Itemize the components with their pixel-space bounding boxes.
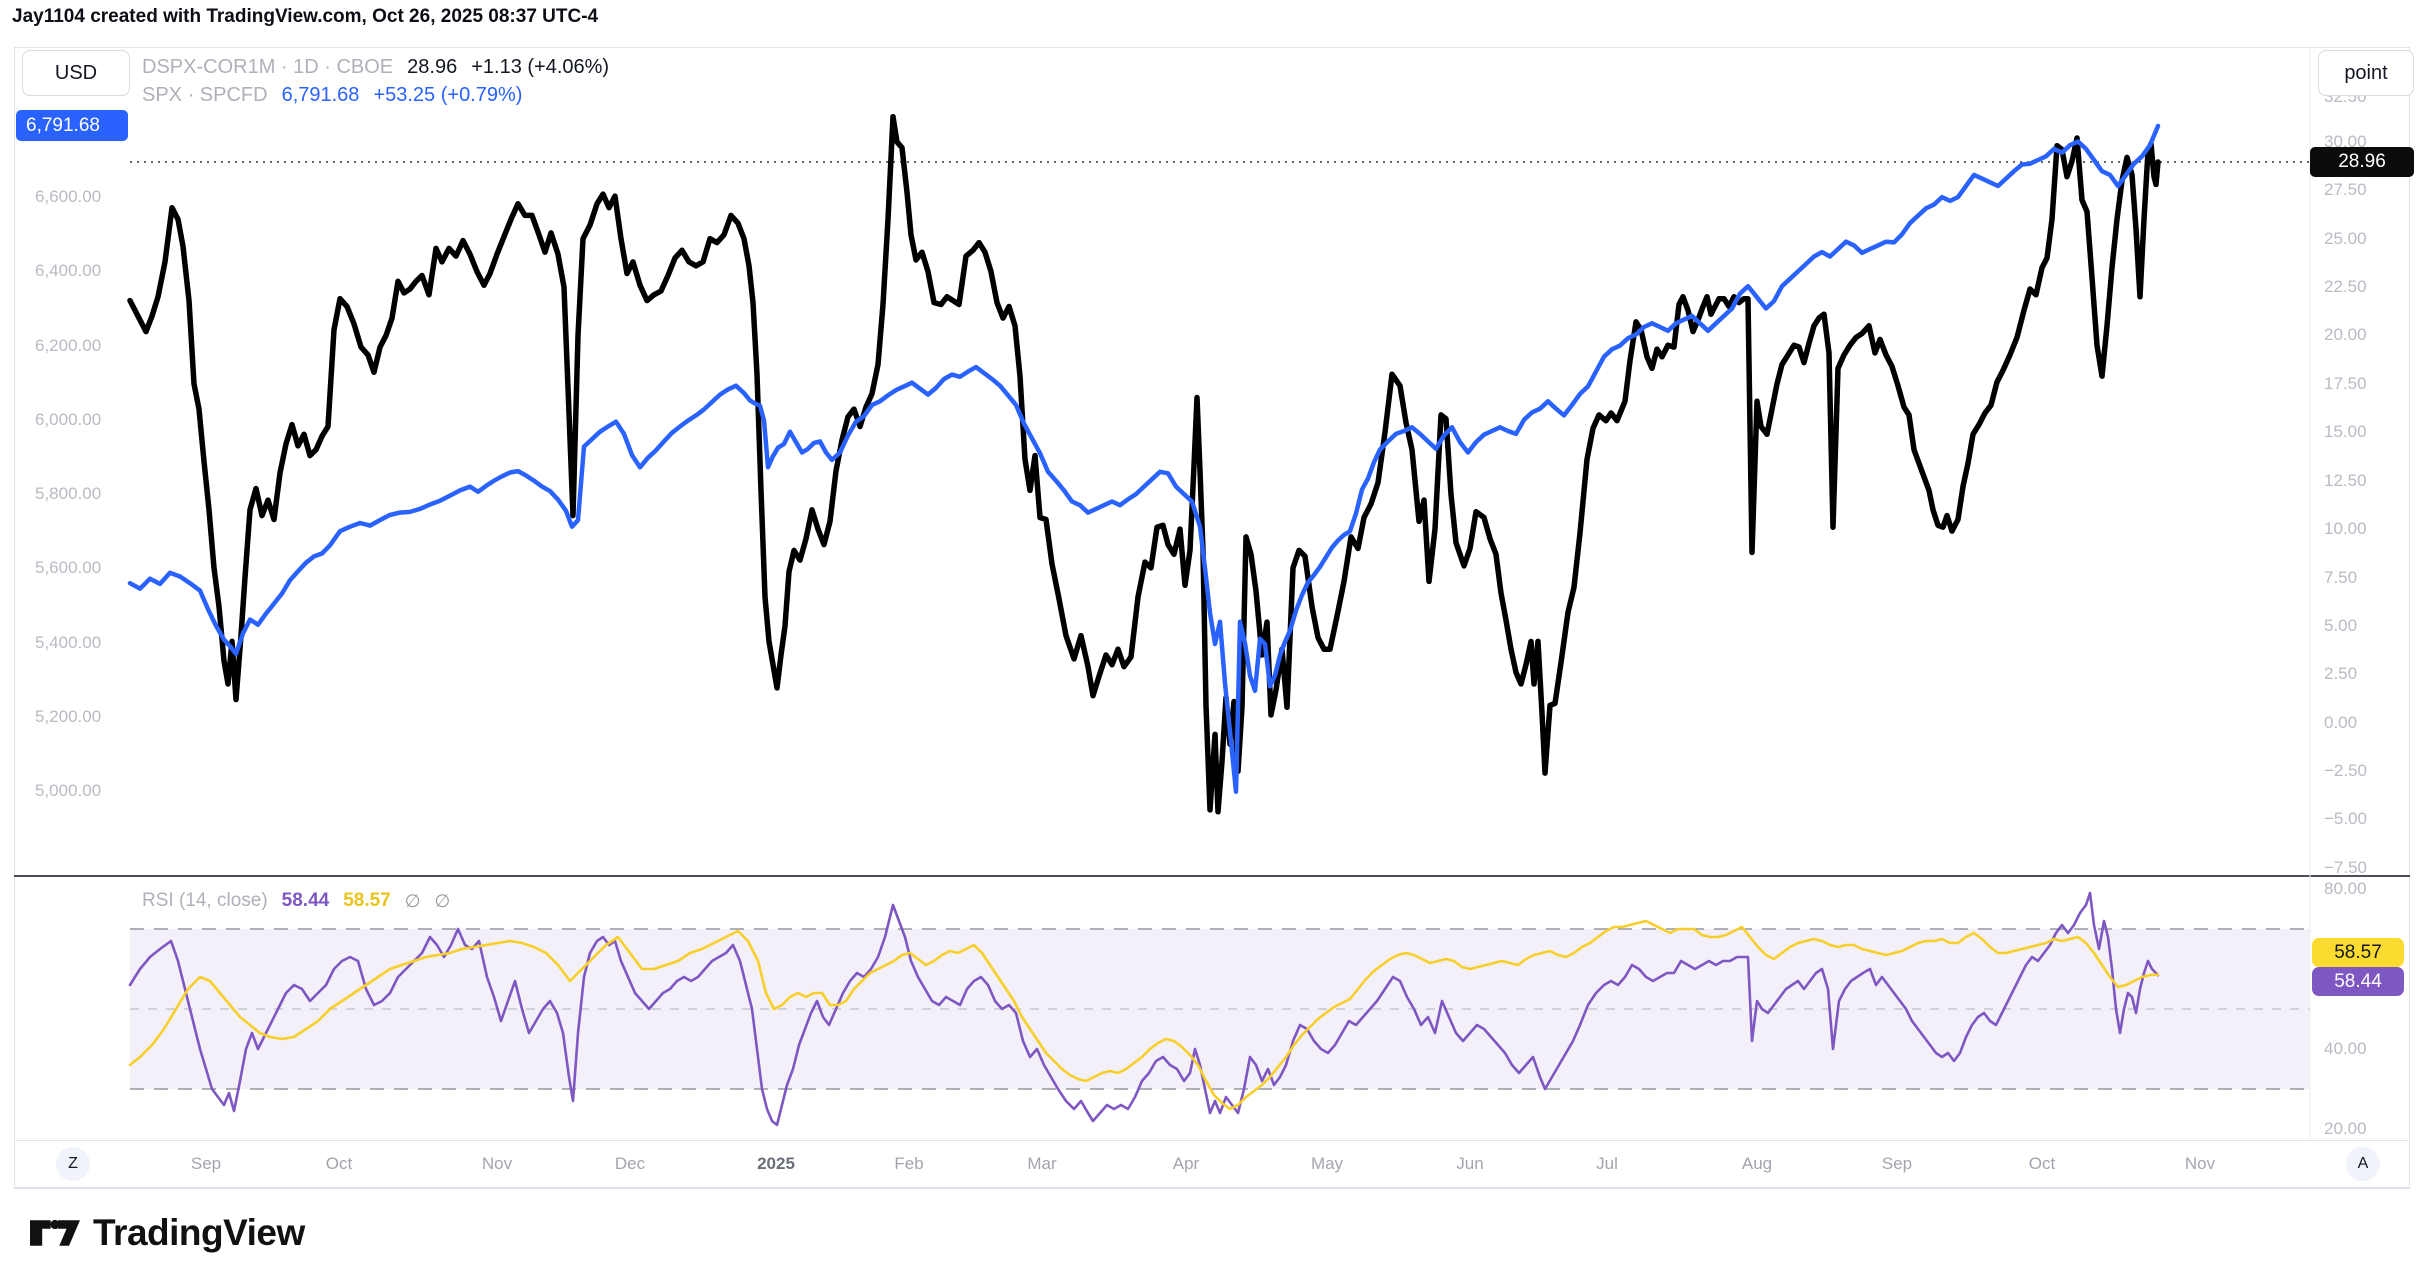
right-axis-label: 0.00	[2324, 713, 2358, 732]
right-axis-label: 12.50	[2324, 471, 2367, 490]
right-axis-label: 5.00	[2324, 616, 2358, 635]
left-axis-label: 6,600.00	[35, 187, 102, 206]
right-axis-label: 20.00	[2324, 325, 2367, 344]
time-axis-label: Oct	[2028, 1154, 2056, 1173]
legend-symbol-spx: SPX · SPCFD	[142, 84, 268, 106]
time-axis-label: Mar	[1027, 1154, 1057, 1173]
right-axis-label: 15.00	[2324, 422, 2367, 441]
rsi-legend-label: RSI (14, close)	[142, 890, 268, 911]
rsi-legend-ma-value: 58.57	[343, 890, 391, 911]
currency-unit-label: USD	[54, 61, 98, 84]
time-axis-label: Feb	[894, 1154, 924, 1173]
right-axis-label: −7.50	[2324, 858, 2368, 877]
dspx-price-tag: 28.96	[2310, 147, 2414, 177]
series-line-rsi[interactable]	[128, 919, 2160, 1111]
right-axis-label: 7.50	[2324, 568, 2358, 587]
left-axis-label: 5,000.00	[35, 781, 102, 800]
timezone-button[interactable]: Z	[56, 1147, 90, 1181]
time-axis-label: Dec	[614, 1154, 646, 1173]
right-axis-label: 17.50	[2324, 374, 2367, 393]
legend-value-dspx: 28.96	[407, 56, 458, 78]
time-axis-label: Sep	[190, 1154, 222, 1173]
spx-price-tag: 6,791.68	[16, 110, 128, 141]
right-axis-label: 22.50	[2324, 277, 2367, 296]
legend-value-spx: 6,791.68	[281, 84, 360, 106]
right-axis-label: −2.50	[2324, 761, 2368, 780]
left-axis-label: 6,400.00	[35, 261, 102, 280]
hidden-source-icon[interactable]: ∅	[404, 890, 421, 911]
left-axis-label: 6,200.00	[35, 336, 102, 355]
page-title: Jay1104 created with TradingView.com, Oc…	[12, 6, 599, 27]
point-unit-button[interactable]: point	[2318, 50, 2414, 96]
hidden-source-icon[interactable]: ∅	[434, 890, 451, 911]
left-axis-label: 5,800.00	[35, 484, 102, 503]
time-axis-label: May	[1310, 1154, 1344, 1173]
chart-widget	[14, 47, 2410, 1188]
rsi-axis-label: 80.00	[2324, 879, 2367, 898]
currency-unit-button[interactable]: USD	[22, 50, 130, 96]
left-axis-label: 5,600.00	[35, 558, 102, 577]
right-axis-label: 10.00	[2324, 519, 2367, 538]
rsi-axis-label: 40.00	[2324, 1039, 2367, 1058]
time-axis-label: 2025	[757, 1154, 795, 1173]
rsi-legend-value: 58.44	[281, 890, 330, 911]
series-line-rsi[interactable]	[128, 891, 2160, 1127]
legend-row-rsi[interactable]: RSI (14, close) 58.44 58.57 ∅ ∅	[142, 890, 450, 912]
tradingview-logo[interactable]: TradingView	[30, 1212, 305, 1254]
time-axis-label: Apr	[1172, 1154, 1200, 1173]
rsi-ma-value-tag: 58.57	[2312, 938, 2404, 967]
legend-symbol-dspx: DSPX-COR1M · 1D · CBOE	[142, 56, 394, 78]
series-line-price[interactable]	[127, 123, 2161, 794]
time-axis-label: Sep	[1881, 1154, 1913, 1173]
point-unit-label: point	[2344, 61, 2388, 84]
right-axis-label: −5.00	[2324, 809, 2368, 828]
left-axis-label: 5,200.00	[35, 707, 102, 726]
right-axis-label: 2.50	[2324, 664, 2358, 683]
time-axis-label: Nov	[481, 1154, 513, 1173]
legend-row-spx[interactable]: SPX · SPCFD 6,791.68 +53.25 (+0.79%)	[142, 84, 522, 107]
right-axis-label: 30.00	[2324, 132, 2367, 151]
pane-divider[interactable]	[14, 875, 2410, 877]
rsi-value-tag: 58.44	[2312, 967, 2404, 996]
time-axis-label: Jul	[1596, 1154, 1618, 1173]
adjust-data-button[interactable]: A	[2346, 1147, 2380, 1181]
series-line-point[interactable]	[127, 113, 2161, 815]
time-axis-top-border	[14, 1140, 2410, 1141]
left-axis-label: 6,000.00	[35, 410, 102, 429]
tradingview-logo-icon	[30, 1219, 80, 1246]
time-axis-label: Oct	[325, 1154, 353, 1173]
left-axis-label: 5,400.00	[35, 633, 102, 652]
legend-change-dspx: +1.13 (+4.06%)	[471, 56, 610, 78]
time-axis-label: Nov	[2184, 1154, 2216, 1173]
time-axis-label: Aug	[1741, 1154, 1773, 1173]
tradingview-logo-text: TradingView	[93, 1212, 305, 1253]
legend-row-dspx[interactable]: DSPX-COR1M · 1D · CBOE 28.96 +1.13 (+4.0…	[142, 56, 609, 79]
right-axis-label: 25.00	[2324, 229, 2367, 248]
time-axis-bottom-border	[14, 1188, 2410, 1189]
right-axis-label: 27.50	[2324, 180, 2367, 199]
rsi-axis-label: 20.00	[2324, 1119, 2367, 1138]
time-axis-label: Jun	[1456, 1154, 1484, 1173]
legend-change-spx: +53.25 (+0.79%)	[373, 84, 523, 106]
